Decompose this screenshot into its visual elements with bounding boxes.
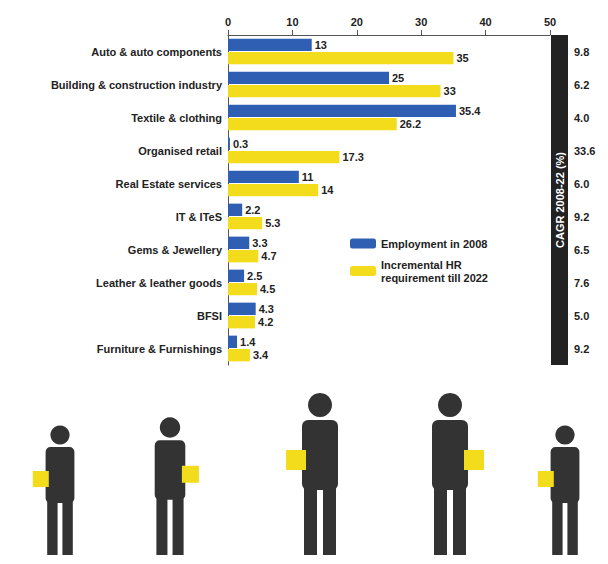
svg-text:30: 30 <box>415 16 427 28</box>
svg-text:35.4: 35.4 <box>459 105 481 117</box>
svg-text:Organised retail: Organised retail <box>138 145 222 157</box>
svg-text:6.2: 6.2 <box>574 79 589 91</box>
svg-text:14: 14 <box>321 184 334 196</box>
svg-text:4.5: 4.5 <box>260 283 275 295</box>
svg-text:2.2: 2.2 <box>245 204 260 216</box>
svg-text:Employment in 2008: Employment in 2008 <box>381 238 487 250</box>
svg-text:10: 10 <box>286 16 298 28</box>
svg-text:3.3: 3.3 <box>252 237 267 249</box>
svg-text:Gems & Jewellery: Gems & Jewellery <box>128 244 223 256</box>
svg-text:35: 35 <box>456 52 468 64</box>
svg-text:Building & construction indust: Building & construction industry <box>51 79 223 91</box>
svg-text:CAGR 2008-22 (%): CAGR 2008-22 (%) <box>554 152 566 248</box>
svg-text:IT & ITeS: IT & ITeS <box>176 211 222 223</box>
svg-text:Leather & leather goods: Leather & leather goods <box>96 277 222 289</box>
svg-text:33.6: 33.6 <box>574 145 595 157</box>
svg-text:4.7: 4.7 <box>261 250 276 262</box>
svg-text:4.2: 4.2 <box>258 316 273 328</box>
svg-text:33: 33 <box>444 85 456 97</box>
svg-text:20: 20 <box>351 16 363 28</box>
svg-text:Real Estate services: Real Estate services <box>116 178 222 190</box>
svg-text:Furniture & Furnishings: Furniture & Furnishings <box>97 343 222 355</box>
svg-text:4.0: 4.0 <box>574 112 589 124</box>
svg-text:6.5: 6.5 <box>574 244 589 256</box>
svg-text:requirement till 2022: requirement till 2022 <box>381 272 488 284</box>
svg-text:5.0: 5.0 <box>574 310 589 322</box>
svg-text:13: 13 <box>315 39 327 51</box>
svg-text:26.2: 26.2 <box>400 118 421 130</box>
svg-text:50: 50 <box>544 16 556 28</box>
svg-text:0: 0 <box>225 16 231 28</box>
svg-text:1.4: 1.4 <box>240 336 256 348</box>
svg-text:2.5: 2.5 <box>247 270 262 282</box>
svg-text:9.8: 9.8 <box>574 46 589 58</box>
svg-text:Textile & clothing: Textile & clothing <box>131 112 222 124</box>
svg-text:Incremental HR: Incremental HR <box>381 259 462 271</box>
svg-text:9.2: 9.2 <box>574 343 589 355</box>
svg-text:25: 25 <box>392 72 404 84</box>
svg-text:0.3: 0.3 <box>233 138 248 150</box>
svg-text:BFSI: BFSI <box>197 310 222 322</box>
svg-text:6.0: 6.0 <box>574 178 589 190</box>
svg-text:9.2: 9.2 <box>574 211 589 223</box>
svg-text:40: 40 <box>479 16 491 28</box>
svg-text:4.3: 4.3 <box>259 303 274 315</box>
svg-text:Auto & auto components: Auto & auto components <box>91 46 222 58</box>
svg-text:11: 11 <box>302 171 314 183</box>
svg-text:5.3: 5.3 <box>265 217 280 229</box>
svg-text:3.4: 3.4 <box>253 349 269 361</box>
svg-text:17.3: 17.3 <box>342 151 363 163</box>
svg-text:7.6: 7.6 <box>574 277 589 289</box>
